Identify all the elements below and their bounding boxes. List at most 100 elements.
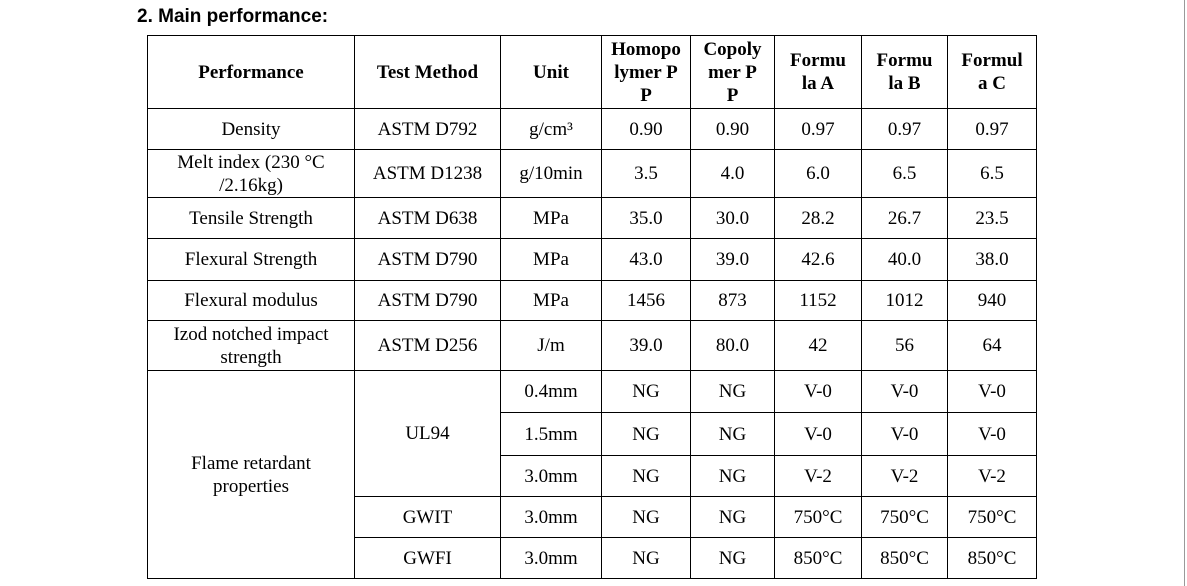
- cell-text: g/cm³: [529, 118, 573, 140]
- table-cell: 64: [947, 320, 1037, 371]
- table-cell: 0.97: [774, 108, 862, 150]
- cell-text: V-2: [804, 465, 832, 487]
- table-cell: J/m: [500, 320, 602, 371]
- table-cell: 0.90: [690, 108, 775, 150]
- table-cell: GWFI: [354, 537, 501, 579]
- table-cell: V-2: [947, 455, 1037, 497]
- column-header: Performance: [147, 35, 355, 109]
- cell-text: NG: [718, 465, 747, 487]
- cell-text: 1456: [627, 290, 665, 311]
- cell-text: V-0: [978, 381, 1006, 402]
- table-cell: NG: [601, 412, 691, 456]
- table-cell: V-0: [774, 412, 862, 456]
- cell-text: 23.5: [975, 207, 1009, 229]
- table-cell: Izod notched impact strength: [147, 320, 355, 371]
- cell-text: ASTM D638: [377, 207, 478, 229]
- table-cell: 6.5: [861, 149, 948, 198]
- performance-table: Performance Test Method Unit Homopolymer PP…: [147, 35, 1037, 579]
- cell-text: 3.0mm: [524, 465, 578, 487]
- cell-text: 28.2: [801, 207, 835, 229]
- table-cell: 4.0: [690, 149, 775, 198]
- table-cell: 0.4mm: [500, 370, 602, 413]
- table-row: Flame retardant properties UL94 0.4mm NG NG V…: [147, 370, 1037, 579]
- table-cell: ASTM D256: [354, 320, 501, 371]
- cell-text: NG: [718, 506, 747, 528]
- cell-text: 0.90: [715, 118, 750, 140]
- table-row: Density ASTM D792 g/cm³ 0.90 0.90 0.97 0.97 0.9…: [147, 108, 1037, 150]
- table-cell: Flexural Strength: [147, 238, 355, 281]
- cell-text: 80.0: [715, 335, 750, 356]
- header-row: Performance Test Method Unit Homopolymer PP…: [147, 35, 1037, 109]
- table-cell: V-0: [947, 412, 1037, 456]
- cell-text: MPa: [533, 207, 569, 229]
- table-cell: 56: [861, 320, 948, 371]
- cell-text: NG: [632, 423, 660, 445]
- table-cell: g/cm³: [500, 108, 602, 150]
- table-row: 1.5mm NG NG V-0 V-0 V-0: [148, 412, 1037, 456]
- table-cell: Tensile Strength: [147, 197, 355, 239]
- table-cell: 3.0mm: [500, 455, 602, 497]
- cell-text: 750°C: [793, 506, 843, 528]
- table-cell: 1456: [601, 280, 691, 321]
- cell-text: J/m: [537, 335, 565, 356]
- table-cell: 43.0: [601, 238, 691, 281]
- cell-text: V-2: [978, 465, 1006, 487]
- cell-text: 750°C: [967, 506, 1017, 528]
- table-cell: 30.0: [690, 197, 775, 239]
- cell-text: 39.0: [629, 335, 663, 356]
- cell-text: Flexural modulus: [184, 290, 318, 311]
- table-cell: NG: [690, 412, 775, 456]
- cell-text: 0.90: [629, 118, 663, 140]
- cell-text: ASTM D256: [377, 335, 478, 356]
- cell-text: GWFI: [403, 547, 452, 569]
- table-cell: ASTM D638: [354, 197, 501, 239]
- table-cell: 6.5: [947, 149, 1037, 198]
- cell-text: ASTM D792: [377, 118, 478, 140]
- table-cell: NG: [690, 455, 775, 497]
- table-cell: 35.0: [601, 197, 691, 239]
- cell-text: ASTM D1238: [372, 163, 483, 184]
- cell-text: 940: [977, 290, 1007, 311]
- table-cell: NG: [601, 496, 691, 538]
- table-cell: 850°C: [861, 537, 948, 579]
- table-cell: 1012: [861, 280, 948, 321]
- cell-text: g/10min: [519, 163, 583, 184]
- table-row: 3.0mm NG NG V-2 V-2 V-2: [148, 455, 1037, 497]
- table-cell: 3.0mm: [500, 537, 602, 579]
- cell-text: V-2: [890, 465, 919, 487]
- cell-text: 1.5mm: [524, 423, 578, 445]
- table-cell: Melt index (230 °C /2.16kg): [147, 149, 355, 198]
- column-header: Homopolymer PP: [601, 35, 691, 109]
- cell-text: NG: [718, 423, 747, 445]
- table-cell: 750°C: [774, 496, 862, 538]
- table-row: Izod notched impact strength ASTM D256 J/m…: [147, 320, 1037, 371]
- cell-text: Melt index (230 °C /2.16kg): [177, 151, 325, 196]
- cell-text: 42.6: [801, 249, 835, 270]
- table-cell: ASTM D790: [354, 238, 501, 281]
- table-cell: MPa: [500, 197, 602, 239]
- table-cell: 850°C: [947, 537, 1037, 579]
- table-cell: V-2: [774, 455, 862, 497]
- header-text: Formula A: [790, 50, 846, 94]
- header-text: Unit: [533, 61, 569, 83]
- table-cell: 750°C: [861, 496, 948, 538]
- header-text: Test Method: [376, 61, 479, 83]
- cell-text: Flexural Strength: [184, 249, 318, 270]
- table-cell: NG: [601, 455, 691, 497]
- table-cell: 750°C: [947, 496, 1037, 538]
- cell-text: 0.97: [887, 118, 922, 140]
- cell-text: V-0: [804, 381, 832, 402]
- table-cell: Density: [147, 108, 355, 150]
- column-header: Unit: [500, 35, 602, 109]
- table-cell: ASTM D792: [354, 108, 501, 150]
- table-cell: UL94: [354, 370, 501, 497]
- table-cell: ASTM D790: [354, 280, 501, 321]
- cell-text: NG: [632, 506, 660, 528]
- cell-text: 1152: [799, 290, 837, 311]
- cell-text: 873: [718, 290, 747, 311]
- header-text: Copolymer PP: [703, 38, 762, 106]
- cell-text: ASTM D790: [377, 249, 478, 270]
- table-cell: NG: [690, 537, 775, 579]
- table-cell: 3.0mm: [500, 496, 602, 538]
- cell-text: V-0: [890, 423, 919, 445]
